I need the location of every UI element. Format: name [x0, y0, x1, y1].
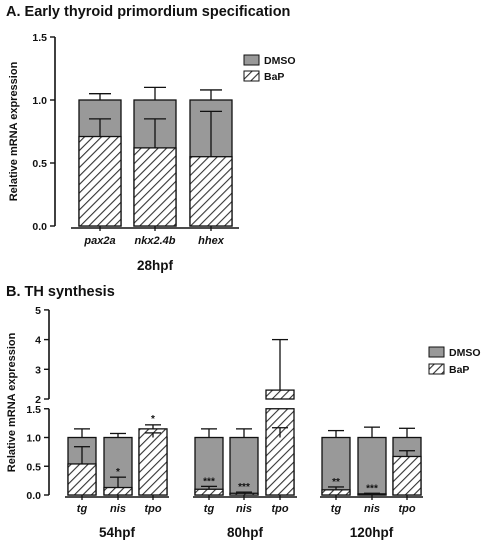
gene-label: hhex	[198, 235, 225, 247]
bap-bar	[265, 408, 295, 496]
panel-a-y-tick-label: 1.0	[32, 95, 47, 107]
bap-bar-upper	[265, 389, 295, 400]
gene-label: nis	[236, 503, 252, 515]
panel-b-y-tick-label: 1.0	[26, 433, 41, 445]
gene-label: tg	[77, 503, 88, 515]
bap-bar	[229, 492, 259, 496]
gene-label: tpo	[144, 503, 161, 515]
bap-bar	[67, 463, 97, 496]
significance-marker: ***	[238, 482, 250, 493]
bap-bar	[133, 147, 177, 227]
legend-bap-swatch	[243, 70, 260, 82]
panel-b-title: B. TH synthesis	[6, 284, 115, 300]
bap-bar	[78, 135, 122, 227]
panel-b-y-tick-label: 3	[35, 364, 41, 376]
panel-b-y-tick-label: 4	[35, 335, 41, 347]
panel-b-y-tick-label: 5	[35, 305, 41, 317]
bap-bar	[138, 428, 168, 496]
bap-bar	[392, 455, 422, 496]
legend-dmso-label: DMSO	[264, 55, 296, 67]
legend-bap-label: BaP	[449, 364, 469, 376]
bap-bar	[321, 489, 351, 496]
gene-label: pax2a	[83, 235, 115, 247]
significance-marker: *	[116, 467, 120, 478]
legend-bap-swatch	[428, 363, 445, 375]
bap-bar	[103, 486, 133, 496]
bap-bar	[189, 156, 233, 227]
legend-bap-label: BaP	[264, 71, 284, 83]
legend-dmso-label: DMSO	[449, 347, 481, 359]
panel-b-y-tick-label: 2	[35, 394, 41, 406]
dmso-bar	[194, 436, 224, 496]
legend-dmso-swatch	[243, 54, 260, 66]
panel-a-y-tick-label: 1.5	[32, 32, 47, 44]
panel-a-group-label: 28hpf	[137, 258, 174, 273]
significance-marker: ***	[366, 483, 378, 494]
panel-b-y-tick-label: 1.5	[26, 404, 41, 416]
panel-b-group-label: 120hpf	[350, 525, 394, 540]
panel-a-y-tick-label: 0.0	[32, 221, 47, 233]
panel-b-group-label: 80hpf	[227, 525, 264, 540]
bap-bar	[194, 488, 224, 496]
panel-b-y-axis-title: Relative mRNA expression	[6, 332, 18, 472]
gene-label: nis	[110, 503, 126, 515]
significance-marker: *	[151, 414, 155, 425]
gene-label: tpo	[271, 503, 288, 515]
gene-label: tg	[204, 503, 215, 515]
gene-label: nis	[364, 503, 380, 515]
significance-marker: ***	[203, 476, 215, 487]
gene-label: nkx2.4b	[135, 235, 176, 247]
panel-b-group-label: 54hpf	[99, 525, 136, 540]
panel-b-y-tick-label: 0.0	[26, 490, 41, 502]
panel-a-y-axis-title: Relative mRNA expression	[8, 61, 20, 201]
panel-a-title: A. Early thyroid primordium specificatio…	[6, 4, 291, 20]
gene-label: tpo	[398, 503, 415, 515]
legend-dmso-swatch	[428, 346, 445, 358]
significance-marker: **	[332, 477, 340, 488]
gene-label: tg	[331, 503, 342, 515]
panel-a-y-tick-label: 0.5	[32, 158, 47, 170]
panel-b-y-tick-label: 0.5	[26, 461, 41, 473]
